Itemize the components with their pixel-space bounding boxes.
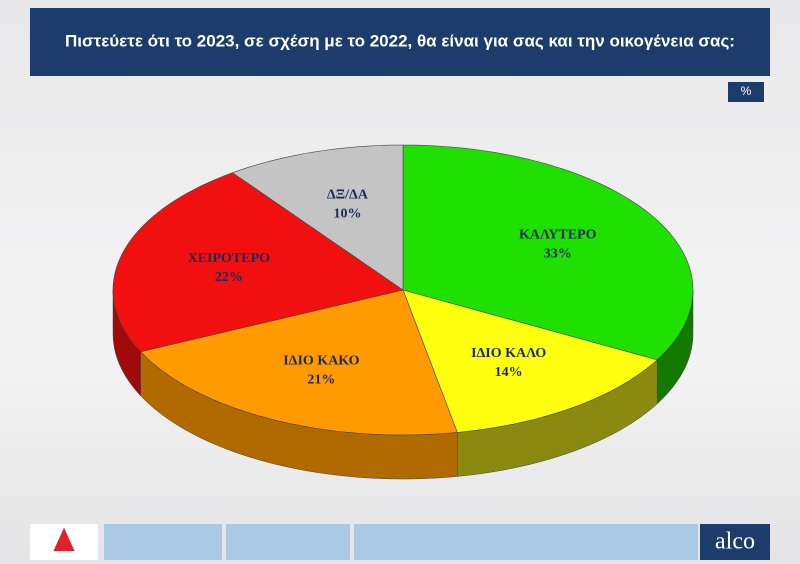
- footer-block: [226, 524, 350, 560]
- slice-label: ΙΔΙΟ ΚΑΚΟ: [283, 353, 359, 368]
- slice: [140, 289, 458, 436]
- slice: [402, 289, 658, 433]
- unit-label: %: [741, 84, 752, 98]
- value-label: 33%: [544, 246, 572, 261]
- brand: alco: [715, 529, 755, 555]
- logo-icon: [53, 527, 75, 551]
- value-label: 10%: [333, 207, 361, 222]
- brand-box: [700, 524, 770, 560]
- value-label: 22%: [215, 270, 243, 285]
- chart-title: Πιστεύετε ότι το 2023, σε σχέση με το 20…: [65, 31, 735, 50]
- slice-label: ΚΑΛΥΤΕΡΟ: [519, 227, 597, 242]
- title-bar: [30, 8, 770, 76]
- slice-label: ΔΞ/ΔΑ: [327, 188, 369, 203]
- slice-label: ΙΔΙΟ ΚΑΛΟ: [471, 346, 546, 361]
- footer-block: [104, 524, 222, 560]
- slice: [231, 144, 404, 291]
- pie: ΚΑΛΥΤΕΡΟ 33% ΙΔΙΟ ΚΑΛΟ 14% ΙΔΙΟ ΚΑΚΟ 21% ΧΕΙΡΟ…: [112, 144, 694, 480]
- value-label: 21%: [307, 372, 335, 387]
- slice-label: ΧΕΙΡΟΤΕΡΟ: [188, 251, 271, 266]
- value-label: 14%: [495, 365, 523, 380]
- unit-badge: [728, 82, 764, 102]
- slice: [402, 144, 694, 361]
- footer-block: [354, 524, 698, 560]
- slice: [112, 172, 404, 353]
